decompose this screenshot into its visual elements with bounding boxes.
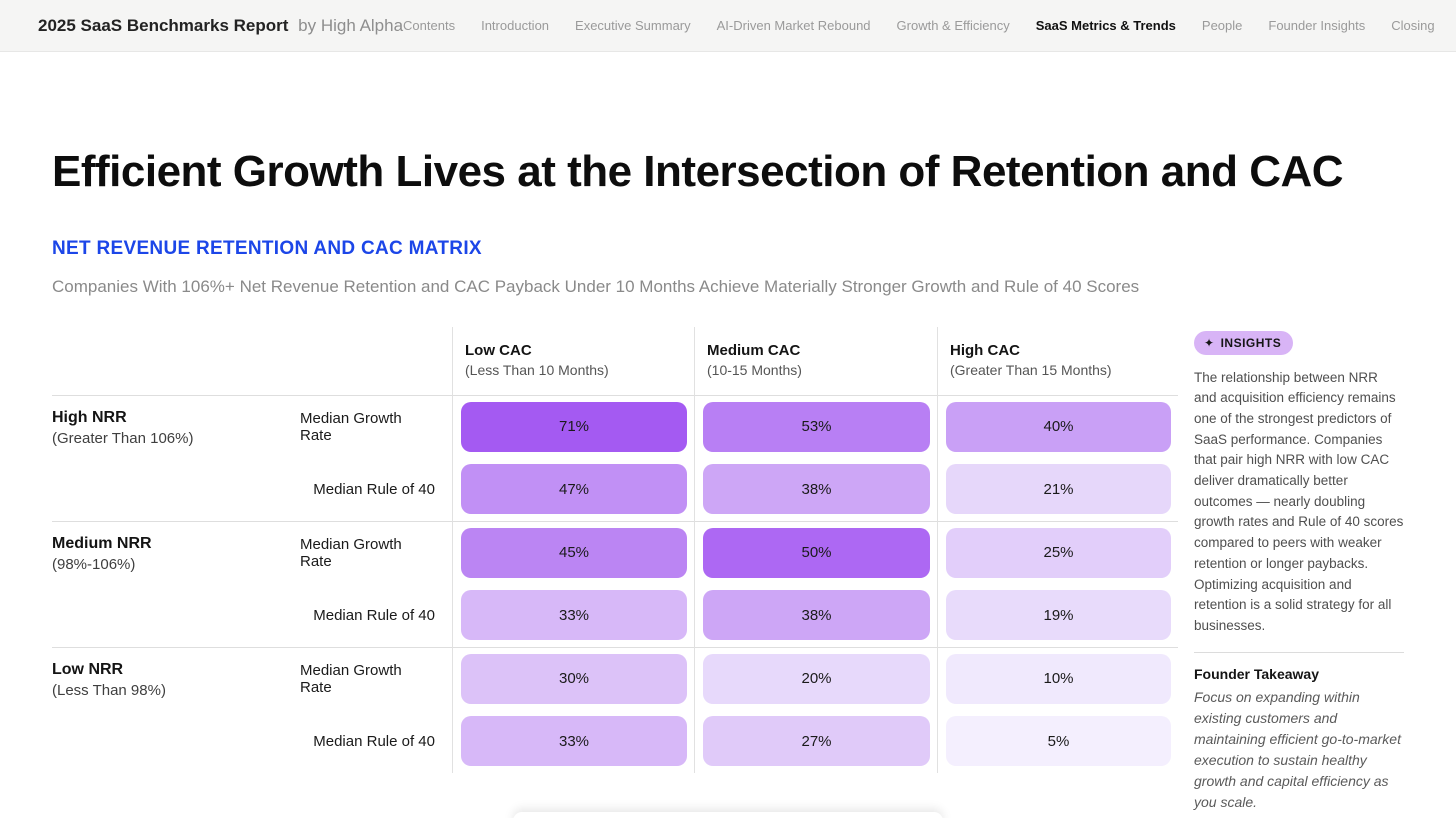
matrix-value-medium-nrr-median-rule-of-40-col2: 38% <box>703 590 930 641</box>
founder-takeaway-title: Founder Takeaway <box>1194 665 1320 682</box>
nav-item-growth-efficiency[interactable]: Growth & Efficiency <box>896 18 1010 33</box>
nrr-cac-matrix: Low CAC (Less Than 10 Months) Medium CAC (1… <box>52 326 1178 813</box>
matrix-value-medium-nrr-median-growth-rate-col2: 50% <box>703 527 930 578</box>
matrix-cell: 19% <box>937 583 1178 647</box>
matrix-cell: 50% <box>694 520 937 584</box>
report-title: 2025 SaaS Benchmarks Report <box>38 15 289 35</box>
row-group-label-medium-nrr <box>52 584 300 647</box>
report-brand: 2025 SaaS Benchmarks Report by High Alph… <box>38 16 403 36</box>
matrix-cell: 53% <box>694 394 937 458</box>
nav-item-founder-insights[interactable]: Founder Insights <box>1268 18 1366 33</box>
row-group-sublabel: (98%-106%) <box>52 555 136 573</box>
nav-item-people[interactable]: People <box>1201 18 1243 33</box>
row-group-name: Low NRR <box>52 660 124 678</box>
nav-item-ai-driven-market-rebound[interactable]: AI-Driven Market Rebound <box>716 18 871 33</box>
matrix-cell: 27% <box>694 709 937 773</box>
metric-label-median-growth-rate: Median Growth Rate <box>300 646 452 710</box>
metric-label-median-growth-rate: Median Growth Rate <box>300 520 452 584</box>
matrix-value-low-nrr-median-rule-of-40-col3: 5% <box>946 716 1171 767</box>
matrix-value-high-nrr-median-rule-of-40-col2: 38% <box>703 464 930 515</box>
column-header-title: High CAC <box>950 341 1020 359</box>
insights-text: The relationship between NRR and acquisi… <box>1194 369 1404 633</box>
row-group-sublabel: (Less Than 98%) <box>52 681 166 699</box>
row-group-label-low-nrr: Low NRR (Less Than 98%) <box>52 646 300 710</box>
page-title: Efficient Growth Lives at the Intersecti… <box>52 147 1344 196</box>
section-nav: Contents Introduction Executive Summary AI-… <box>403 18 1435 33</box>
bottom-toolbar-shadow <box>513 812 943 818</box>
matrix-value-low-nrr-median-rule-of-40-col1: 33% <box>461 716 687 767</box>
row-group-label-low-nrr <box>52 710 300 773</box>
page-subtitle: Companies With 106%+ Net Revenue Retenti… <box>52 276 1140 296</box>
matrix-value-high-nrr-median-growth-rate-col2: 53% <box>703 401 930 452</box>
matrix-value-high-nrr-median-rule-of-40-col3: 21% <box>946 464 1171 515</box>
matrix-value-medium-nrr-median-growth-rate-col1: 45% <box>461 527 687 578</box>
column-header-high-cac: High CAC (Greater Than 15 Months) <box>937 326 1178 395</box>
column-header-title: Medium CAC <box>707 341 801 359</box>
matrix-value-low-nrr-median-growth-rate-col2: 20% <box>703 653 930 704</box>
matrix-corner <box>52 327 452 395</box>
founder-takeaway-text: Focus on expanding within existing custo… <box>1194 688 1401 810</box>
matrix-cell: 25% <box>937 520 1178 584</box>
matrix-value-medium-nrr-median-rule-of-40-col3: 19% <box>946 590 1171 641</box>
matrix-cell: 38% <box>694 583 937 647</box>
matrix-value-medium-nrr-median-rule-of-40-col1: 33% <box>461 590 687 641</box>
nav-item-saas-metrics-trends[interactable]: SaaS Metrics & Trends <box>1035 18 1176 33</box>
row-group-label-high-nrr <box>52 458 300 521</box>
matrix-value-low-nrr-median-growth-rate-col1: 30% <box>461 653 687 704</box>
matrix-cell: 21% <box>937 457 1178 521</box>
matrix-cell: 40% <box>937 394 1178 458</box>
row-group-sublabel: (Greater Than 106%) <box>52 429 194 447</box>
column-header-medium-cac: Medium CAC (10-15 Months) <box>694 326 937 395</box>
matrix-value-high-nrr-median-rule-of-40-col1: 47% <box>461 464 687 515</box>
nav-item-contents[interactable]: Contents <box>403 18 456 33</box>
matrix-value-low-nrr-median-rule-of-40-col2: 27% <box>703 716 930 767</box>
matrix-cell: 10% <box>937 646 1178 710</box>
column-header-title: Low CAC <box>465 341 532 359</box>
row-group-name: Medium NRR <box>52 534 152 552</box>
matrix-cell: 38% <box>694 457 937 521</box>
matrix-value-medium-nrr-median-growth-rate-col3: 25% <box>946 527 1171 578</box>
matrix-cell: 33% <box>452 709 694 773</box>
insights-panel: ✦ INSIGHTS The relationship between NRR … <box>1194 327 1404 813</box>
matrix-cell: 5% <box>937 709 1178 773</box>
nav-item-executive-summary[interactable]: Executive Summary <box>575 18 691 33</box>
sparkle-icon: ✦ <box>1204 335 1215 350</box>
column-header-sublabel: (Less Than 10 Months) <box>465 361 609 378</box>
column-header-sublabel: (Greater Than 15 Months) <box>950 361 1112 378</box>
matrix-cell: 20% <box>694 646 937 710</box>
section-label: NET REVENUE RETENTION AND CAC MATRIX <box>52 237 482 259</box>
insights-badge: ✦ INSIGHTS <box>1194 330 1294 355</box>
matrix-cell: 45% <box>452 520 694 584</box>
matrix-cell: 71% <box>452 394 694 458</box>
matrix-cell: 30% <box>452 646 694 710</box>
row-group-label-high-nrr: High NRR (Greater Than 106%) <box>52 394 300 458</box>
row-group-label-medium-nrr: Medium NRR (98%-106%) <box>52 520 300 584</box>
metric-label-median-rule-of-40: Median Rule of 40 <box>313 606 435 624</box>
matrix-cell: 33% <box>452 583 694 647</box>
column-header-sublabel: (10-15 Months) <box>707 361 802 378</box>
report-byline: by High Alpha <box>298 15 404 35</box>
matrix-value-low-nrr-median-growth-rate-col3: 10% <box>946 653 1171 704</box>
slide-body: Efficient Growth Lives at the Intersecti… <box>0 148 1456 813</box>
metric-label-median-rule-of-40: Median Rule of 40 <box>313 480 435 498</box>
insights-badge-label: INSIGHTS <box>1220 335 1282 350</box>
top-nav-bar: 2025 SaaS Benchmarks Report by High Alph… <box>0 0 1456 52</box>
nav-item-closing[interactable]: Closing <box>1391 18 1435 33</box>
row-group-name: High NRR <box>52 408 127 426</box>
column-header-low-cac: Low CAC (Less Than 10 Months) <box>452 326 694 395</box>
insights-divider <box>1194 651 1404 653</box>
content-row: Low CAC (Less Than 10 Months) Medium CAC (1… <box>52 326 1404 813</box>
matrix-value-high-nrr-median-growth-rate-col3: 40% <box>946 401 1171 452</box>
metric-label-median-growth-rate: Median Growth Rate <box>300 394 452 458</box>
metric-label-median-rule-of-40: Median Rule of 40 <box>313 732 435 750</box>
matrix-value-high-nrr-median-growth-rate-col1: 71% <box>461 401 687 452</box>
nav-item-introduction[interactable]: Introduction <box>481 18 550 33</box>
matrix-cell: 47% <box>452 457 694 521</box>
